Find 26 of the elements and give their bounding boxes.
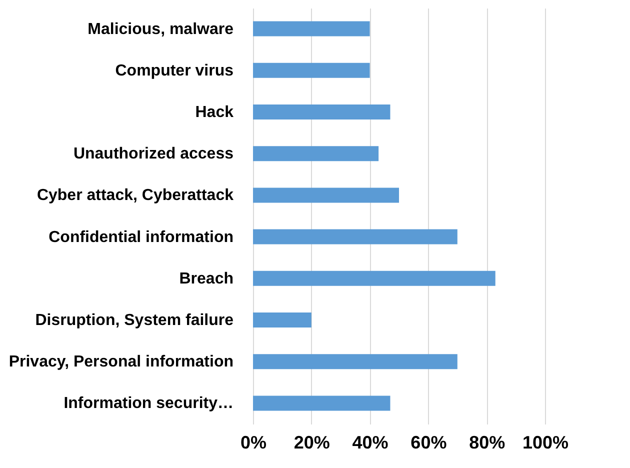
- y-tick-label: Information security…: [64, 395, 234, 412]
- y-tick-label: Breach: [179, 270, 234, 288]
- y-tick-label: Confidential information: [48, 228, 234, 246]
- x-tick-label: 20%: [294, 432, 330, 452]
- y-tick-label: Hack: [195, 104, 234, 121]
- bar: [253, 104, 390, 120]
- bar: [253, 21, 370, 36]
- y-tick-label: Disruption, System failure: [35, 312, 234, 329]
- bar: [253, 188, 399, 203]
- bar: [253, 270, 496, 286]
- y-tick-label: Computer virus: [115, 62, 234, 80]
- bar: [253, 312, 312, 328]
- bar: [253, 62, 370, 78]
- x-tick-label: 100%: [522, 432, 569, 452]
- x-tick-label: 80%: [469, 432, 506, 452]
- bar: [253, 229, 458, 244]
- x-tick-label: 0%: [240, 432, 267, 452]
- y-tick-label: Cyber attack, Cyberattack: [36, 187, 234, 204]
- bar: [253, 146, 379, 162]
- y-tick-label: Privacy, Personal information: [8, 354, 234, 371]
- y-tick-label: Malicious, malware: [88, 20, 234, 38]
- bar: [253, 396, 390, 411]
- y-tick-label: Unauthorized access: [73, 146, 234, 163]
- bar: [253, 354, 458, 370]
- x-tick-label: 60%: [410, 432, 447, 452]
- x-tick-label: 40%: [352, 432, 388, 452]
